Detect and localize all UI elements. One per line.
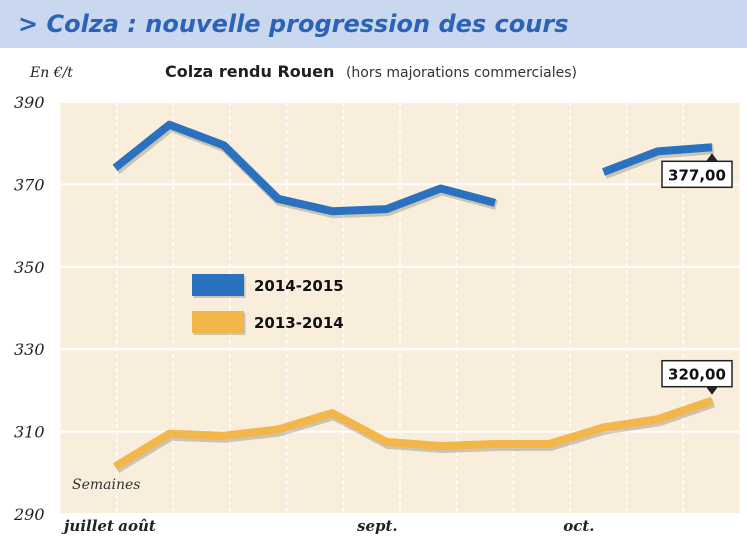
callout-box xyxy=(661,359,733,388)
y-axis-ticks: 290 310 330 350 370 390 xyxy=(13,93,45,524)
y-tick-label: 370 xyxy=(14,175,45,194)
y-tick-label: 350 xyxy=(14,258,45,277)
x-axis-ticks: juillet août sept. oct. xyxy=(61,517,594,535)
value-callouts: 377,00 320,00 xyxy=(661,153,733,395)
legend-label: 2013-2014 xyxy=(254,314,344,332)
y-tick-label: 390 xyxy=(14,93,45,112)
x-tick-label: août xyxy=(118,517,156,535)
x-tick-label: oct. xyxy=(563,517,594,535)
y-tick-label: 310 xyxy=(14,423,45,442)
legend-swatch xyxy=(192,274,244,296)
y-tick-label: 290 xyxy=(13,505,45,524)
series-layer xyxy=(112,120,716,473)
x-tick-label: sept. xyxy=(357,517,398,535)
y-axis-unit-label: En €/t xyxy=(29,65,73,81)
chart-title: Colza rendu Rouen xyxy=(165,62,334,81)
header-title: > Colza : nouvelle progression des cours xyxy=(18,10,568,38)
series-line-2013-2014 xyxy=(113,396,714,471)
callout-value: 377,00 xyxy=(668,166,726,184)
legend-swatch xyxy=(192,311,244,333)
chart-subtitle: (hors majorations commerciales) xyxy=(346,65,577,81)
x-tick-label: juillet xyxy=(61,517,114,535)
series-line-2014-2015 xyxy=(112,120,497,216)
callout-arrow xyxy=(706,153,718,162)
series-line-2014-2015 xyxy=(602,143,713,176)
callout-value: 320,00 xyxy=(668,366,726,384)
y-tick-label: 330 xyxy=(14,340,45,359)
legend: 2014-2015 2013-2014 xyxy=(192,274,344,335)
header-divider xyxy=(0,46,747,48)
header-band xyxy=(0,0,747,46)
callout-box xyxy=(661,160,733,189)
callout-arrow xyxy=(706,386,718,395)
legend-label: 2014-2015 xyxy=(254,277,344,295)
x-axis-label: Semaines xyxy=(72,477,140,493)
chart-title-group: Colza rendu Rouen (hors majorations comm… xyxy=(165,62,577,81)
